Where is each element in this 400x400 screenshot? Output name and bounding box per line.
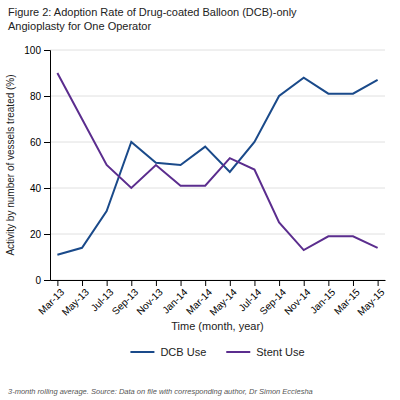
x-tick-mark <box>82 280 83 286</box>
x-tick-mark <box>378 280 379 286</box>
y-tick-mark <box>44 188 50 189</box>
y-tick: 0 <box>35 275 50 286</box>
x-tick-mark <box>279 280 280 286</box>
marks <box>57 73 377 255</box>
legend-item: Stent Use <box>226 346 304 358</box>
x-tick-mark <box>57 280 58 286</box>
x-tick-label: May-13 <box>60 286 92 318</box>
x-axis-line <box>51 280 386 281</box>
y-tick-label: 60 <box>30 137 42 148</box>
plot: 0 20 40 60 80 100 Mar-13May-13Jul-13Sep-13Nov-… <box>24 45 387 318</box>
y-axis-title: Activity by number of vessels treated (%… <box>5 74 16 255</box>
y-tick-mark <box>44 280 50 281</box>
y-tick: 80 <box>30 91 50 102</box>
legend-label: DCB Use <box>160 346 206 358</box>
y-tick-label: 80 <box>30 91 42 102</box>
series-line <box>57 78 377 255</box>
x-tick-mark <box>230 280 231 286</box>
legend-item: DCB Use <box>130 346 206 358</box>
y-tick-mark <box>44 234 50 235</box>
x-tick-mark <box>107 280 108 286</box>
y-tick-label: 20 <box>30 229 42 240</box>
x-tick-mark <box>328 280 329 286</box>
y-tick-mark <box>44 142 50 143</box>
y-tick-label: 40 <box>30 183 42 194</box>
x-tick-mark <box>353 280 354 286</box>
legend-label: Stent Use <box>256 346 304 358</box>
grid-line <box>50 142 385 143</box>
x-tick: Nov-13 <box>134 280 165 317</box>
x-tick-label: May-15 <box>355 286 387 318</box>
x-tick: Nov-14 <box>282 280 313 317</box>
x-tick-label: Sep-13 <box>110 286 141 317</box>
legend-swatch <box>226 351 250 353</box>
x-tick: May-15 <box>355 280 387 318</box>
x-tick-label: Nov-13 <box>134 286 165 317</box>
y-tick-label: 100 <box>24 45 41 56</box>
series-line <box>57 73 377 250</box>
x-axis-title: Time (month, year) <box>171 320 264 332</box>
y-tick: 20 <box>30 229 50 240</box>
y-tick-mark <box>44 50 50 51</box>
y-tick: 100 <box>24 45 50 56</box>
x-tick-mark <box>254 280 255 286</box>
x-axis: Mar-13May-13Jul-13Sep-13Nov-13Jan-14Mar-… <box>36 280 387 318</box>
y-axis-line <box>44 51 51 281</box>
y-tick-mark <box>44 96 50 97</box>
grid <box>50 50 385 280</box>
y-tick-label: 0 <box>35 275 41 286</box>
grid-line <box>50 188 385 189</box>
grid-line <box>50 280 385 281</box>
x-tick-mark <box>181 280 182 286</box>
x-tick-mark <box>205 280 206 286</box>
x-tick: May-13 <box>60 280 92 318</box>
legend: DCB Use Stent Use <box>130 346 304 358</box>
footnote: 3-month rolling average. Source: Data on… <box>8 387 313 396</box>
grid-line <box>50 234 385 235</box>
grid-line <box>50 96 385 97</box>
grid-line <box>50 50 385 51</box>
y-axis: 0 20 40 60 80 100 <box>24 45 50 286</box>
x-tick-mark <box>304 280 305 286</box>
x-tick-label: Sep-14 <box>257 286 288 317</box>
title: Angioplasty for One Operator <box>8 20 151 32</box>
y-tick: 60 <box>30 137 50 148</box>
x-tick-label: Nov-14 <box>282 286 313 317</box>
title: Figure 2: Adoption Rate of Drug-coated B… <box>8 6 297 18</box>
legend-swatch <box>130 351 154 353</box>
x-tick-label: May-14 <box>207 286 239 318</box>
x-tick-mark <box>131 280 132 286</box>
y-tick: 40 <box>30 183 50 194</box>
x-tick: May-14 <box>207 280 239 318</box>
x-tick-mark <box>156 280 157 286</box>
chart: Figure 2: Adoption Rate of Drug-coated B… <box>0 0 400 400</box>
